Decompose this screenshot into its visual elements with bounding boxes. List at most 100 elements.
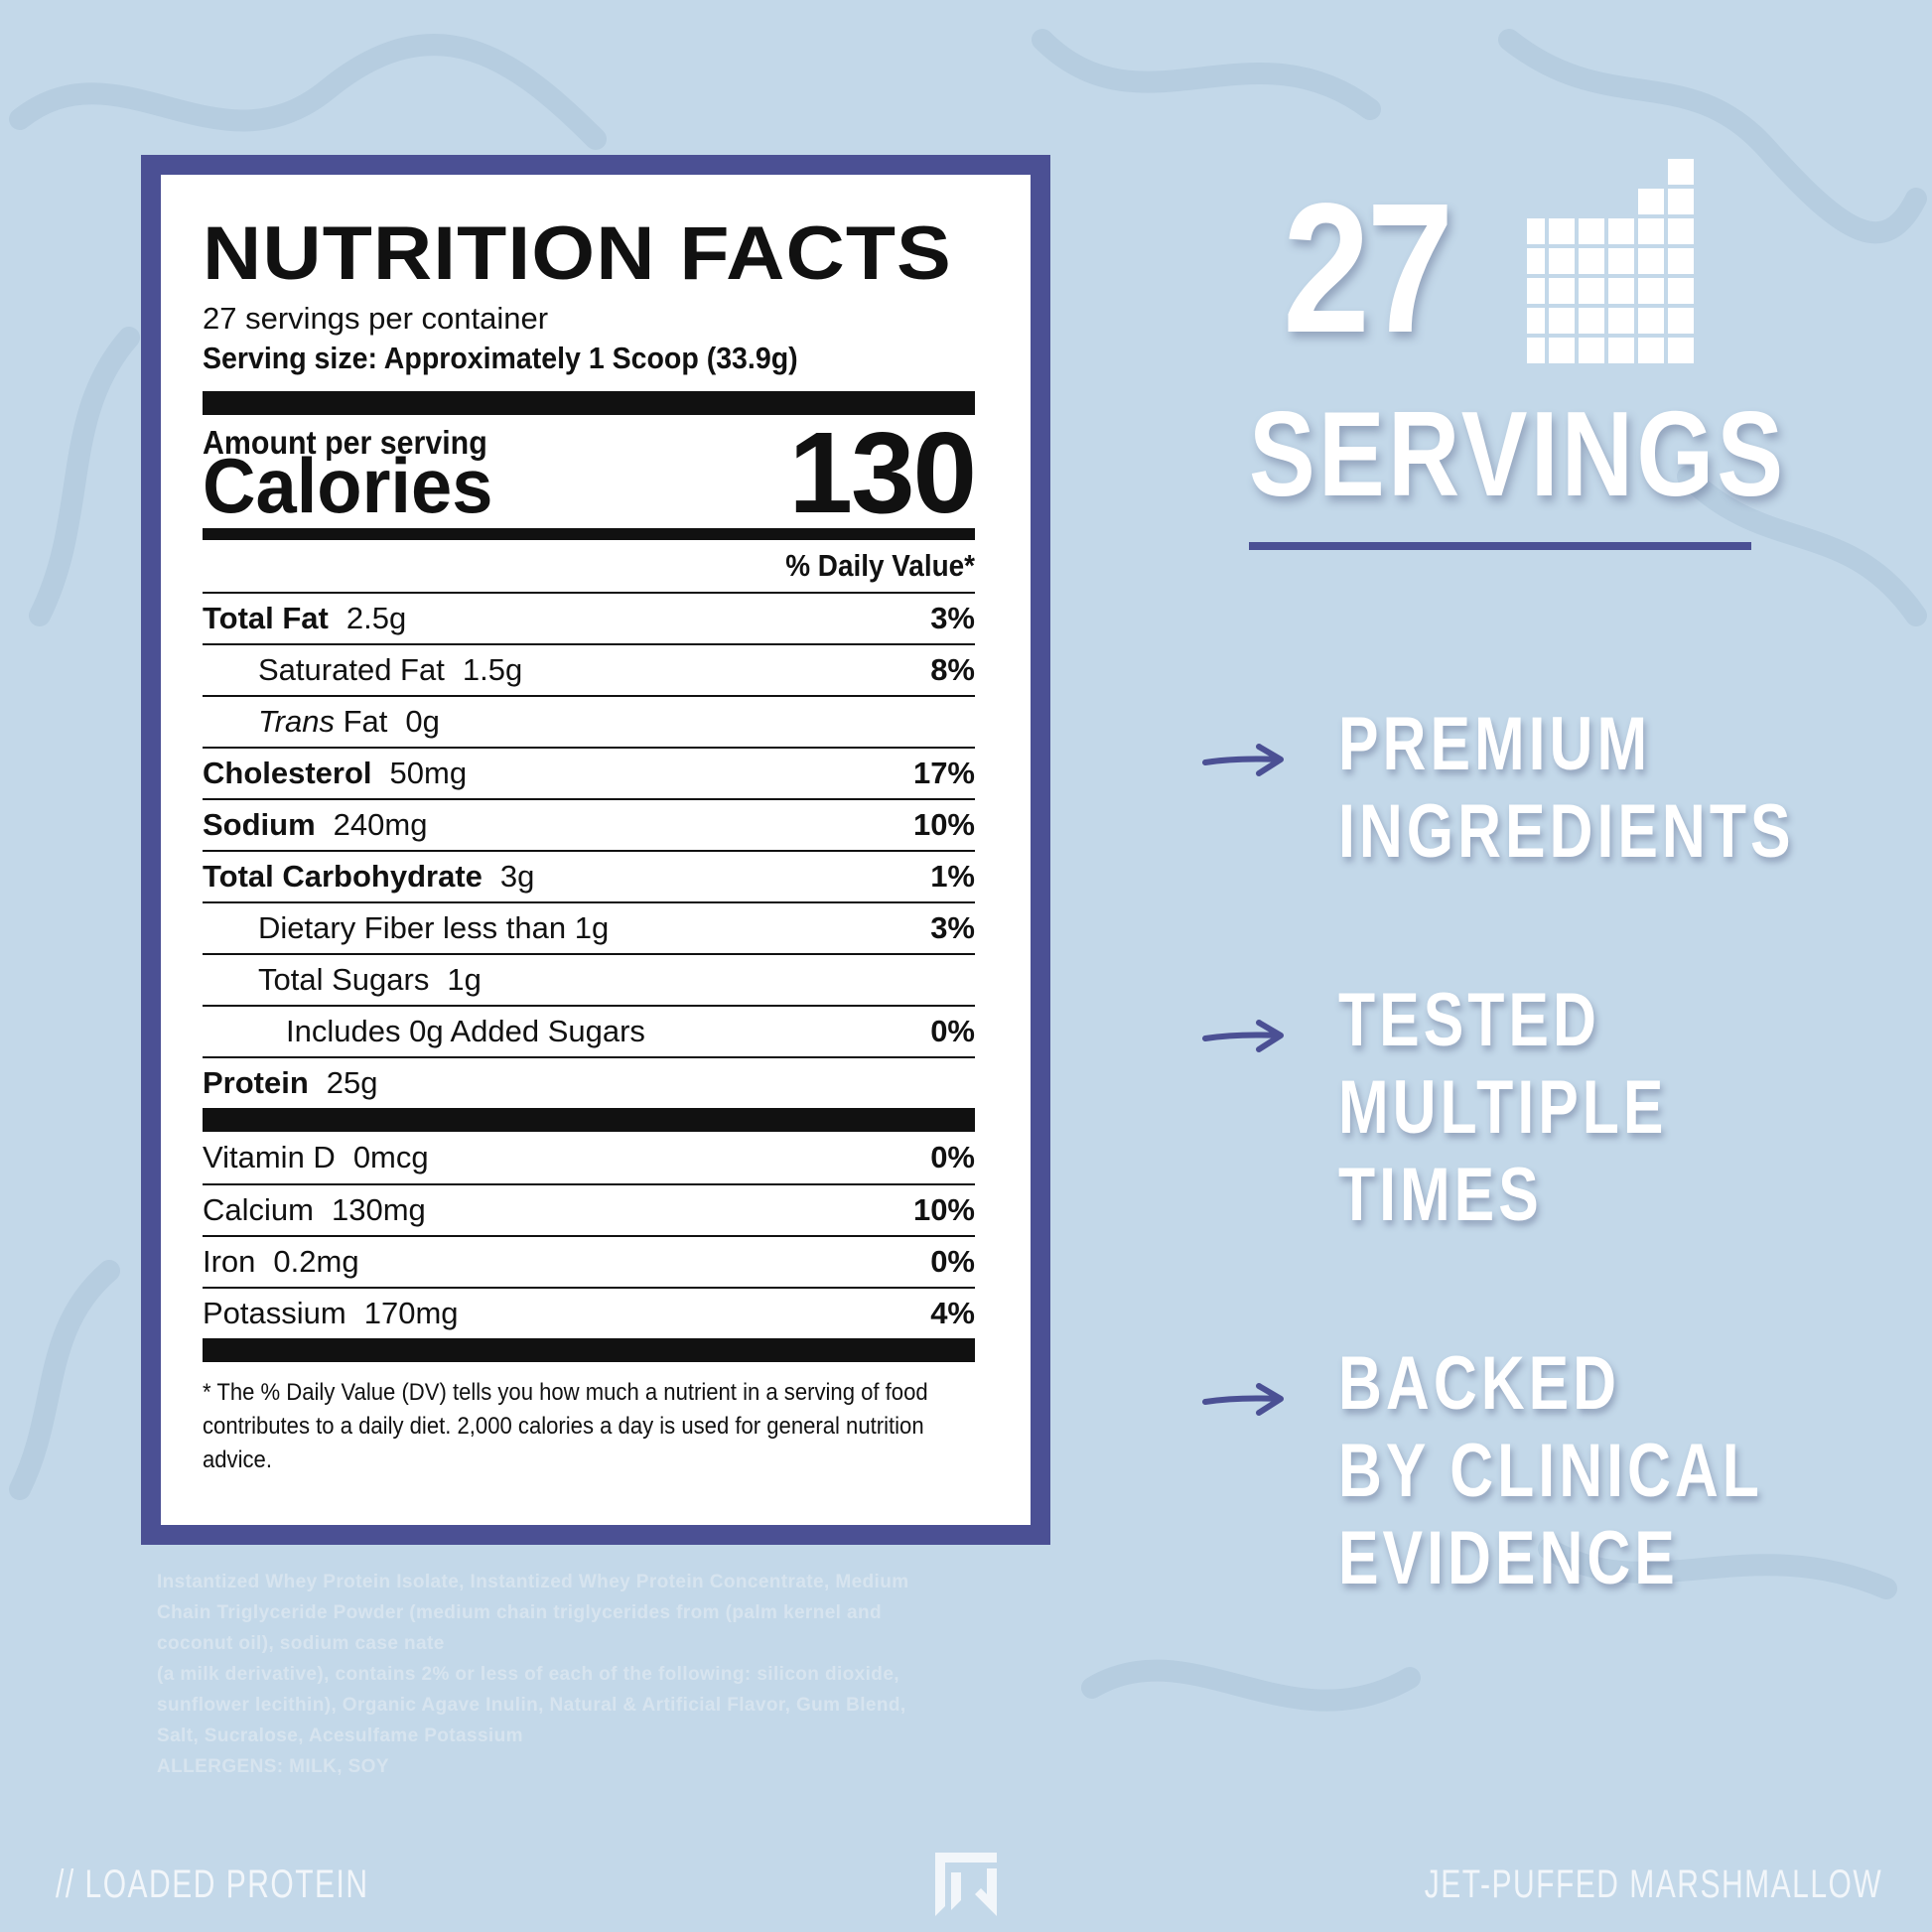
claim-line: INGREDIENTS xyxy=(1338,789,1795,874)
nutrition-facts-frame: NUTRITION FACTS 27 servings per containe… xyxy=(141,155,1050,1545)
nutrient-row-trans-fat: Trans Fat 0g xyxy=(203,695,975,747)
vitamin-dv: 0% xyxy=(930,1244,975,1279)
divider-thick xyxy=(203,391,975,415)
arrow-right-icon xyxy=(1202,1383,1284,1416)
nutrient-label: Includes 0g Added Sugars xyxy=(286,1014,645,1048)
nutrient-dv: 3% xyxy=(930,601,975,635)
nutrient-label: Total Sugars xyxy=(258,962,430,997)
claim-line: EVIDENCE xyxy=(1338,1516,1679,1600)
vitamin-row-iron: Iron 0.2mg 0% xyxy=(203,1235,975,1287)
nutrient-label: Sodium xyxy=(203,807,316,842)
calories-value: 130 xyxy=(788,408,977,537)
claim-backed-by-clinical-evidence: BACKED BY CLINICAL EVIDENCE xyxy=(1201,1340,1869,1602)
grid-chart-icon xyxy=(1527,159,1694,363)
nutrient-dv: 10% xyxy=(912,807,975,842)
ingredients-line: Salt, Sucralose, Acesulfame Potassium xyxy=(157,1725,523,1746)
vitamin-amount: 0.2mg xyxy=(273,1244,359,1279)
vitamin-amount: 130mg xyxy=(331,1192,426,1227)
vitamin-label: Potassium xyxy=(203,1296,346,1330)
servings-underline xyxy=(1249,542,1751,550)
vitamin-dv: 0% xyxy=(930,1140,975,1174)
nutrient-amount: 1.5g xyxy=(462,652,523,687)
nutrient-row-saturated-fat: Saturated Fat 1.5g 8% xyxy=(203,643,975,695)
calories-row: Calories 130 xyxy=(203,415,977,530)
nutrient-amount: 240mg xyxy=(333,807,428,842)
brand-logo-icon xyxy=(935,1853,997,1916)
nutrient-row-total-sugars: Total Sugars 1g xyxy=(203,953,975,1005)
nutrient-amount: 50mg xyxy=(389,756,468,790)
claim-text: PREMIUM INGREDIENTS xyxy=(1338,701,1795,876)
nutrient-label: Protein xyxy=(203,1065,309,1100)
claim-line: BY CLINICAL xyxy=(1338,1429,1763,1513)
nutrient-row-cholesterol: Cholesterol 50mg 17% xyxy=(203,747,975,798)
vitamin-dv: 10% xyxy=(912,1192,975,1227)
vitamin-amount: 170mg xyxy=(363,1296,459,1330)
ingredients-list: Instantized Whey Protein Isolate, Instan… xyxy=(157,1567,1050,1782)
vitamin-amount: 0mcg xyxy=(352,1140,429,1174)
nutrient-label: Saturated Fat xyxy=(258,652,445,687)
nutrient-label: Total Carbohydrate xyxy=(203,859,483,894)
ingredients-line: (a milk derivative), contains 2% or less… xyxy=(157,1664,899,1685)
servings-word: SERVINGS xyxy=(1249,386,1787,521)
nutrient-row-dietary-fiber: Dietary Fiber less than 1g 3% xyxy=(203,901,975,953)
nutrient-row-added-sugars: Includes 0g Added Sugars 0% xyxy=(203,1005,975,1056)
claim-premium-ingredients: PREMIUM INGREDIENTS xyxy=(1201,701,1908,876)
nutrient-amount: 25g xyxy=(326,1065,378,1100)
claim-line: PREMIUM xyxy=(1338,702,1652,786)
vitamin-row-calcium: Calcium 130mg 10% xyxy=(203,1183,975,1235)
vitamin-dv: 4% xyxy=(930,1296,975,1330)
claim-tested-multiple-times: TESTED MULTIPLE TIMES xyxy=(1201,977,1749,1239)
allergens-line: ALLERGENS: MILK, SOY xyxy=(157,1756,389,1777)
nutrient-amount: 3g xyxy=(499,859,535,894)
nutrient-dv: 3% xyxy=(930,910,975,945)
arrow-right-icon xyxy=(1202,1020,1284,1052)
vitamin-label: Iron xyxy=(203,1244,256,1279)
nutrient-row-total-carbohydrate: Total Carbohydrate 3g 1% xyxy=(203,850,975,901)
daily-value-footnote: * The % Daily Value (DV) tells you how m… xyxy=(203,1379,928,1473)
amount-per-serving: Amount per serving xyxy=(203,424,487,461)
nutrient-label: Fat xyxy=(343,704,388,739)
flavor-label: JET-PUFFED MARSHMALLOW xyxy=(1424,1863,1882,1906)
ingredients-line: coconut oil), sodium case nate xyxy=(157,1633,445,1654)
claim-line: TESTED xyxy=(1338,978,1600,1062)
nutrient-dv: 1% xyxy=(930,859,975,894)
daily-value-header: % Daily Value* xyxy=(785,548,975,583)
nutrition-facts-title: NUTRITION FACTS xyxy=(203,211,952,296)
nutrient-row-sodium: Sodium 240mg 10% xyxy=(203,798,975,850)
vitamin-row-vitamin-d: Vitamin D 0mcg 0% xyxy=(203,1132,975,1183)
vitamin-row-potassium: Potassium 170mg 4% xyxy=(203,1287,975,1338)
nutrient-dv: 17% xyxy=(912,756,975,790)
nutrient-label: Total Fat xyxy=(203,601,329,635)
nutrient-dv: 0% xyxy=(930,1014,975,1048)
divider-medium xyxy=(203,528,975,540)
ingredients-line: Instantized Whey Protein Isolate, Instan… xyxy=(157,1572,909,1592)
calories-label: Calories xyxy=(203,442,493,529)
ingredients-line: Chain Triglyceride Powder (medium chain … xyxy=(157,1602,883,1623)
servings-number: 27 xyxy=(1283,166,1453,371)
nutrient-label-italic: Trans xyxy=(258,704,335,739)
product-line-label: // LOADED PROTEIN xyxy=(56,1863,369,1906)
claim-line: MULTIPLE xyxy=(1338,1065,1668,1150)
nutrition-facts-panel: NUTRITION FACTS 27 servings per containe… xyxy=(161,175,1031,1525)
nutrient-amount: 0g xyxy=(405,704,440,739)
claim-line: BACKED xyxy=(1338,1341,1621,1426)
nutrient-amount: 1g xyxy=(447,962,482,997)
claim-line: TIMES xyxy=(1338,1153,1543,1237)
nutrient-label: Cholesterol xyxy=(203,756,372,790)
claim-text: BACKED BY CLINICAL EVIDENCE xyxy=(1338,1340,1763,1602)
vitamin-label: Vitamin D xyxy=(203,1140,336,1174)
arrow-right-icon xyxy=(1202,744,1284,776)
ingredients-line: sunflower lecithin), Organic Agave Inuli… xyxy=(157,1695,906,1716)
servings-per-container: 27 servings per container xyxy=(203,301,549,336)
divider-thick xyxy=(203,1108,975,1132)
nutrient-amount: 2.5g xyxy=(345,601,407,635)
nutrient-dv: 8% xyxy=(930,652,975,687)
vitamin-label: Calcium xyxy=(203,1192,314,1227)
nutrient-row-total-fat: Total Fat 2.5g 3% xyxy=(203,592,975,643)
nutrient-label: Dietary Fiber less than 1g xyxy=(258,910,610,945)
claim-text: TESTED MULTIPLE TIMES xyxy=(1338,977,1667,1239)
divider-thick xyxy=(203,1338,975,1362)
serving-size: Serving size: Approximately 1 Scoop (33.… xyxy=(203,341,798,375)
nutrient-row-protein: Protein 25g xyxy=(203,1056,975,1108)
